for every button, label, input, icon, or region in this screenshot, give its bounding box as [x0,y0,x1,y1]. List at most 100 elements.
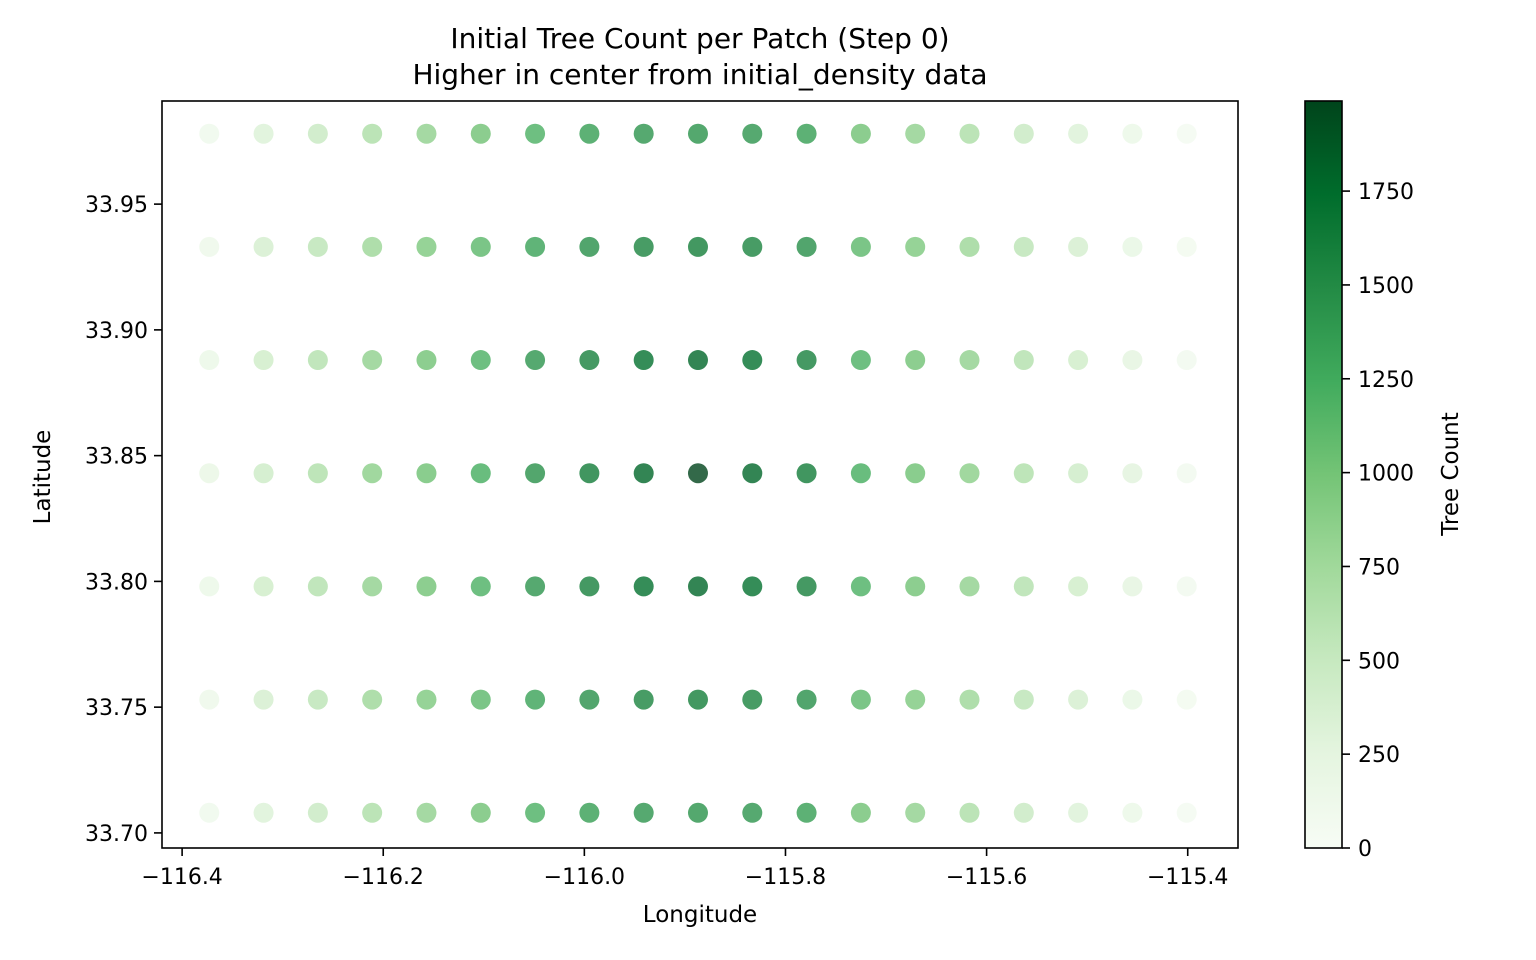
data-point [633,576,654,597]
data-point [1176,802,1197,823]
data-point [687,576,708,597]
data-point [687,802,708,823]
data-point [416,236,437,257]
data-point [416,802,437,823]
data-point [796,350,817,371]
data-point [1122,802,1143,823]
data-point [199,689,220,710]
data-point [1122,123,1143,144]
data-point [525,463,546,484]
data-point [199,576,220,597]
data-point [416,350,437,371]
data-point [633,802,654,823]
data-point [307,123,328,144]
data-point [687,689,708,710]
data-point [199,236,220,257]
colorbar-label: Tree Count [1438,412,1464,537]
colorbar [1305,101,1342,848]
data-point [1122,350,1143,371]
data-point [253,802,274,823]
colorbar-tick-label: 0 [1358,837,1372,862]
x-axis-label: Longitude [643,902,757,928]
data-point [959,123,980,144]
data-point [1176,689,1197,710]
data-point [1068,350,1089,371]
data-point [687,350,708,371]
y-tick-label: 33.95 [85,193,148,218]
data-point [1013,463,1034,484]
data-point [253,350,274,371]
data-point [253,463,274,484]
y-tick-label: 33.90 [85,319,148,344]
data-point [796,123,817,144]
data-point [579,236,600,257]
x-axis: −116.4 −116.2 −116.0 −115.8 −115.6 −115.4 [141,848,1228,890]
data-point [1176,463,1197,484]
data-point [633,236,654,257]
y-tick-label: 33.70 [85,822,148,847]
data-point [959,802,980,823]
data-point [850,463,871,484]
x-tick-label: −115.6 [946,865,1027,890]
data-point [796,802,817,823]
data-point [1122,689,1143,710]
data-point [633,689,654,710]
colorbar-tick-label: 500 [1358,649,1400,674]
data-point [742,463,763,484]
x-tick-label: −115.8 [745,865,826,890]
data-point [1176,123,1197,144]
data-point [796,689,817,710]
data-point [253,576,274,597]
data-point [742,802,763,823]
data-point [687,236,708,257]
data-point [416,123,437,144]
data-point [1013,689,1034,710]
data-point [742,350,763,371]
data-point [1068,123,1089,144]
data-point [1013,576,1034,597]
data-point [1068,463,1089,484]
data-point [959,463,980,484]
data-point [850,689,871,710]
data-point [470,802,491,823]
data-point [1013,236,1034,257]
colorbar-tick-label: 750 [1358,555,1400,580]
data-point [905,802,926,823]
data-point [1176,576,1197,597]
data-point [796,463,817,484]
data-point [362,576,383,597]
data-point [253,123,274,144]
data-point [905,123,926,144]
data-point [1068,576,1089,597]
data-point [1122,236,1143,257]
data-point [525,123,546,144]
data-point [307,350,328,371]
data-point [307,576,328,597]
colorbar-tick-label: 250 [1358,743,1400,768]
data-point [850,236,871,257]
data-point [307,689,328,710]
data-point [362,123,383,144]
y-tick-label: 33.80 [85,570,148,595]
data-point [687,123,708,144]
data-point [307,236,328,257]
data-point [905,350,926,371]
data-point [362,350,383,371]
data-point [199,463,220,484]
data-point [416,689,437,710]
data-point [525,689,546,710]
data-point [579,802,600,823]
data-point [1013,123,1034,144]
data-point [742,123,763,144]
data-point [905,576,926,597]
data-point [959,689,980,710]
chart-subtitle: Higher in center from initial_density da… [412,58,987,91]
data-point [1068,236,1089,257]
data-point [1122,463,1143,484]
data-point [362,236,383,257]
data-point [1122,576,1143,597]
data-point [416,463,437,484]
data-point [1013,350,1034,371]
data-point [470,689,491,710]
